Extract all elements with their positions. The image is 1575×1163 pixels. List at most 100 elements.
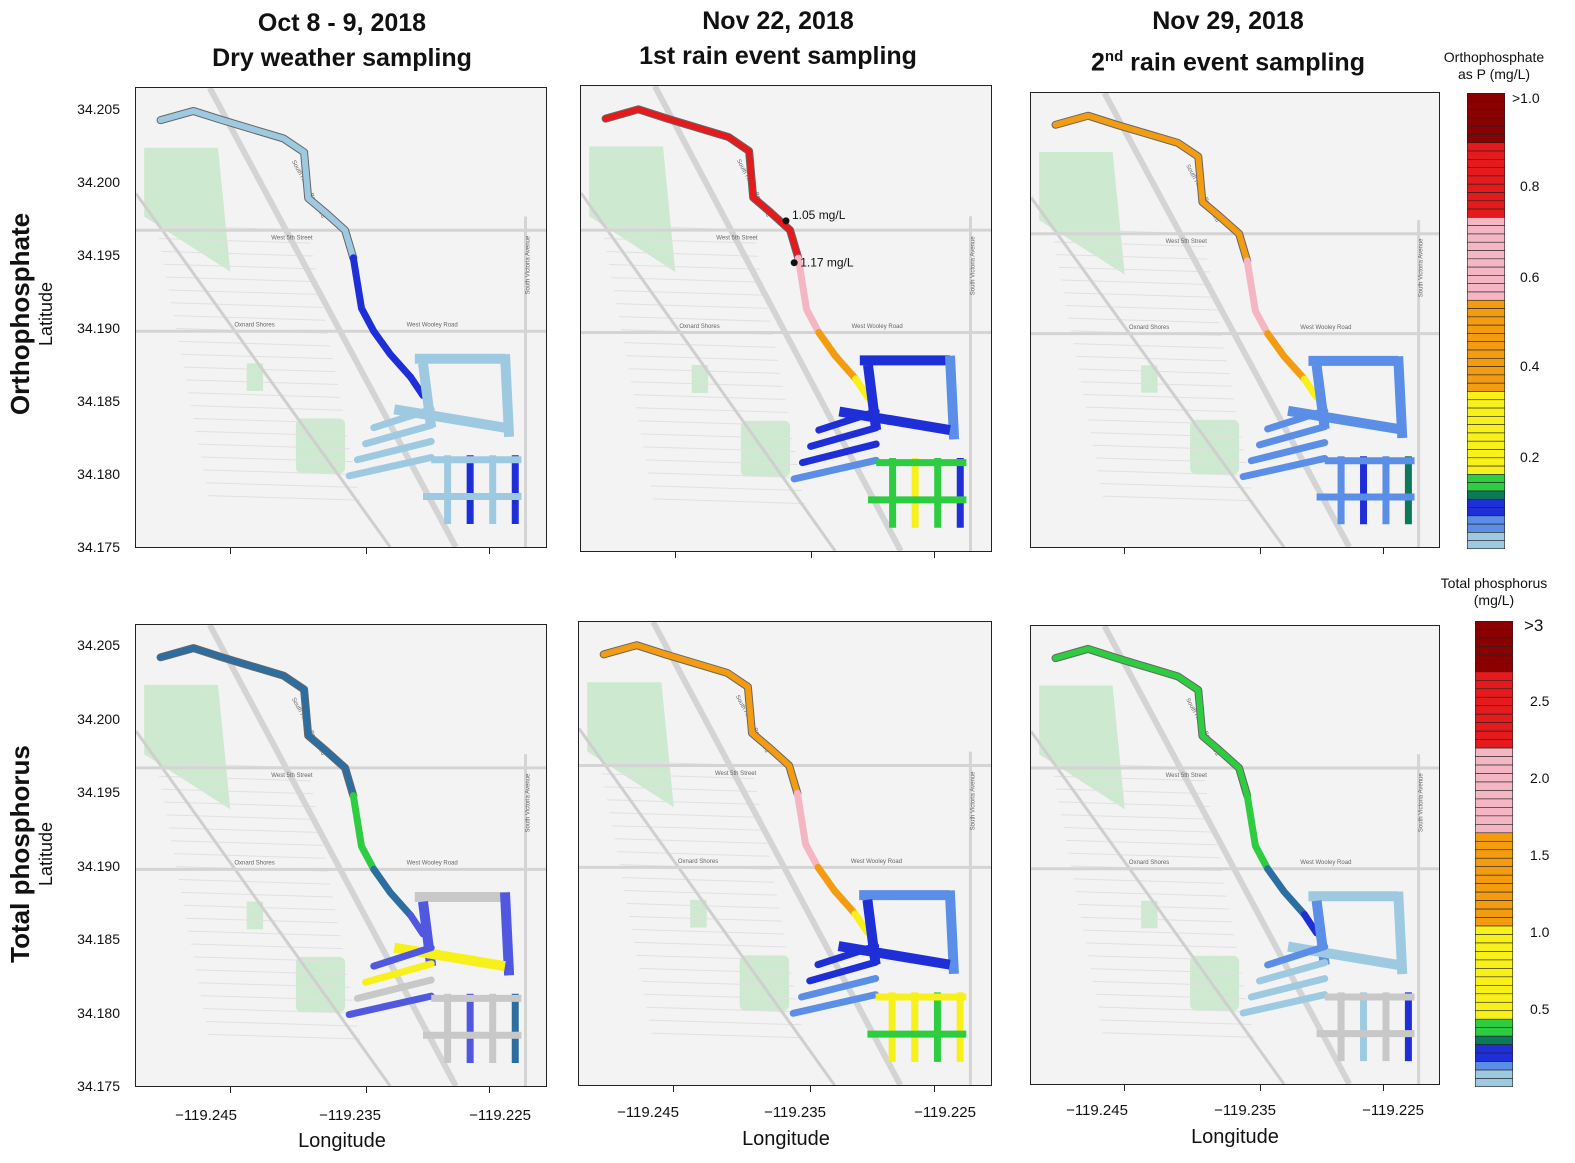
finger-dock	[345, 992, 435, 1019]
colorbar-band	[1475, 739, 1513, 749]
colorbar-band	[1467, 424, 1505, 434]
x-tickmark	[674, 552, 676, 558]
annotation-point	[782, 217, 790, 225]
column-title-2-line2: 1st rain event sampling	[639, 42, 917, 70]
colorbar-band	[1475, 756, 1513, 766]
street-line	[205, 1020, 358, 1027]
street-line	[629, 915, 782, 922]
canal-segment	[349, 254, 378, 335]
colorbar-band	[1475, 840, 1513, 851]
canal-segment	[349, 792, 378, 873]
colorbar-band	[1475, 688, 1513, 698]
finger-dock	[797, 975, 880, 1001]
street-line	[603, 238, 756, 244]
x-tickmark	[1124, 1085, 1126, 1091]
street-line	[188, 392, 341, 398]
park-area	[1039, 685, 1125, 810]
road-label-west-5th: West 5th Street	[715, 771, 757, 777]
x-tick: −119.225	[469, 1107, 531, 1124]
street-line	[161, 250, 314, 257]
road-label-oxnard-shores: Oxnard Shores	[678, 859, 718, 865]
canal-segment	[1300, 911, 1321, 937]
colorbar-band	[1475, 781, 1513, 791]
street-line	[168, 827, 321, 833]
channel-segment	[1052, 645, 1251, 799]
street-line	[613, 290, 766, 296]
marina-arm	[1393, 891, 1408, 975]
colorbar-label: 0.5	[1530, 1001, 1550, 1017]
colorbar-band	[1475, 680, 1513, 690]
colorbar-band	[1467, 225, 1505, 235]
road-label-victoria-avenue: South Victoria Avenue	[971, 236, 977, 295]
row-label-main: Total phosphorus	[5, 745, 35, 963]
street-line	[181, 353, 333, 360]
street-line	[616, 303, 768, 309]
x-tickmark	[1382, 548, 1384, 554]
colorbar-band	[1467, 266, 1505, 276]
y-tick: 34.185	[77, 393, 120, 409]
finger-dock	[807, 424, 880, 450]
x-tickmark	[673, 1086, 675, 1092]
colorbar-title-line1: Total phosphorus	[1440, 575, 1548, 591]
street-line	[186, 917, 338, 924]
colorbar-tp-title: Total phosphorus (mg/L)	[1414, 575, 1574, 609]
street-line	[208, 495, 360, 501]
colorbar-band	[1475, 663, 1513, 673]
colorbar-band	[1475, 1061, 1513, 1071]
map-svg: West 5th Street West Wooley Road Oxnard Sh…	[136, 625, 546, 1086]
park-area	[144, 684, 231, 810]
street-line	[1073, 878, 1225, 884]
x-tickmark	[1124, 548, 1126, 554]
colorbar-band	[1467, 498, 1505, 508]
colorbar-band	[1467, 407, 1505, 417]
harbor-boulevard	[1101, 626, 1352, 1084]
map-svg: West 5th Street West Wooley Road Oxnard Sh…	[579, 622, 991, 1085]
colorbar-band	[1467, 440, 1505, 450]
finger-dock	[789, 991, 880, 1017]
street-line	[186, 379, 338, 386]
canal-segment	[814, 863, 859, 918]
colorbar-band	[1467, 125, 1505, 135]
street-line	[1085, 406, 1237, 413]
street-line	[193, 417, 346, 424]
y-tick: 34.195	[77, 247, 120, 263]
coast-line	[1031, 196, 1286, 547]
marina-arm	[945, 355, 960, 440]
y-tick: 34.200	[77, 174, 120, 190]
colorbar-total-phosphorus	[1475, 621, 1513, 1087]
colorbar-op-title: Orthophosphate as P (mg/L)	[1414, 49, 1574, 83]
street-line	[646, 1006, 800, 1013]
finger-dock	[362, 421, 435, 448]
colorbar-band	[1467, 142, 1505, 152]
colorbar-band	[1467, 333, 1505, 343]
colorbar-band	[1467, 341, 1505, 351]
colorbar-band	[1475, 1027, 1513, 1037]
x-tick: −119.225	[1362, 1102, 1424, 1119]
road-label-oxnard-shores: Oxnard Shores	[1129, 325, 1169, 331]
x-tick: −119.225	[914, 1104, 976, 1121]
marina-arm	[944, 890, 959, 975]
colorbar-band	[1467, 324, 1505, 334]
x-axis-title: Longitude	[298, 1130, 386, 1152]
channel-segment	[1052, 112, 1251, 264]
colorbar-band	[1475, 908, 1513, 918]
canal-segment	[1243, 792, 1272, 873]
street-line	[1080, 916, 1232, 923]
street-line	[616, 851, 770, 857]
colorbar-band	[1467, 349, 1505, 359]
colorbar-band	[1467, 523, 1505, 533]
colorbar-band	[1467, 134, 1505, 144]
street-line	[173, 853, 326, 859]
colorbar-band	[1467, 540, 1505, 549]
street-line	[190, 943, 343, 950]
colorbar-band	[1467, 283, 1505, 293]
street-line	[626, 355, 778, 361]
colorbar-band	[1475, 866, 1513, 876]
street-line	[161, 788, 314, 795]
road-label-victoria-avenue: South Victoria Avenue	[971, 771, 977, 830]
colorbar-band	[1467, 258, 1505, 268]
street-line	[171, 302, 323, 308]
colorbar-band	[1475, 934, 1513, 944]
colorbar-band	[1467, 192, 1505, 202]
street-line	[606, 251, 759, 257]
